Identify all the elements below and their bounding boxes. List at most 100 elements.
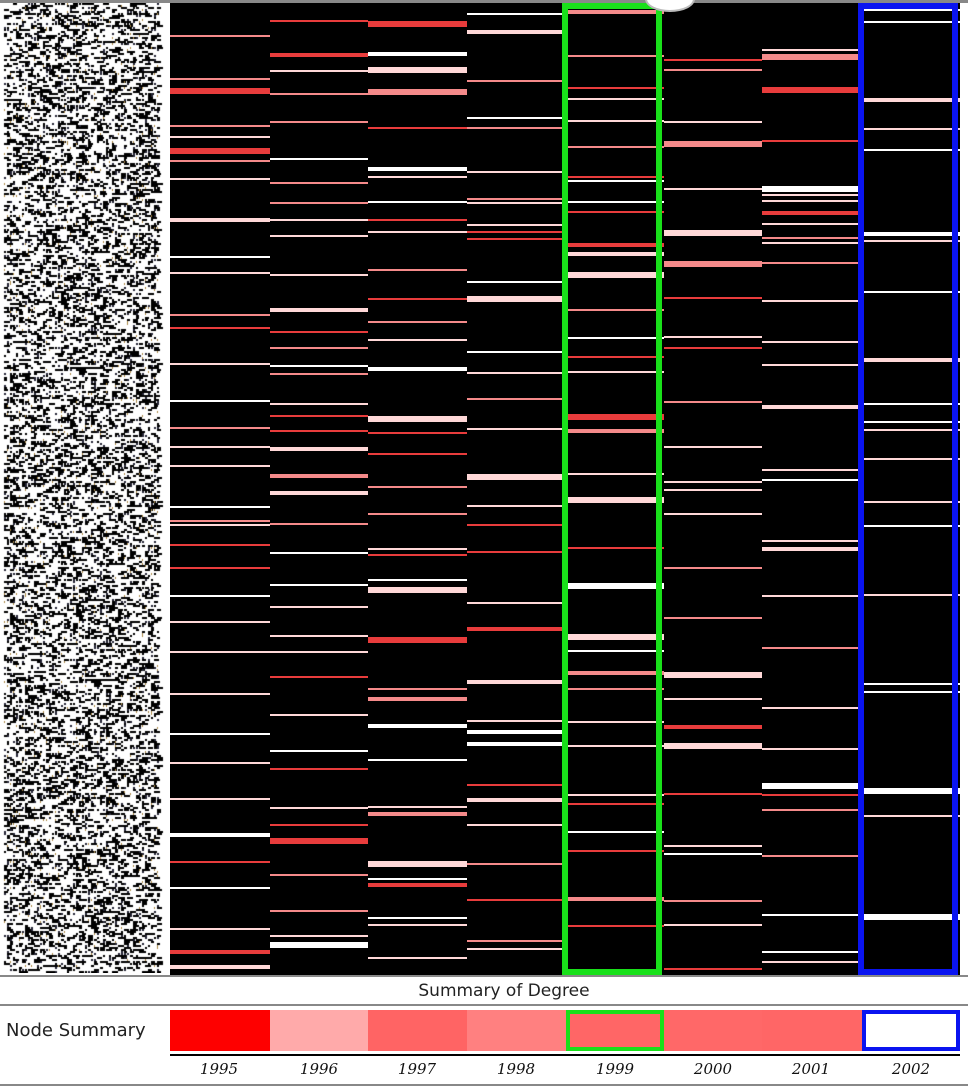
degree-stripe: [566, 272, 664, 278]
degree-stripe: [368, 883, 467, 887]
summary-cell-2000[interactable]: [664, 1010, 762, 1051]
year-column-1997[interactable]: [368, 3, 467, 975]
degree-stripe: [270, 474, 368, 478]
year-column-1996[interactable]: [270, 3, 368, 975]
degree-stripe: [566, 745, 664, 747]
degree-stripe: [762, 595, 862, 597]
degree-stripe: [467, 171, 566, 173]
degree-stripe: [566, 55, 664, 57]
degree-stripe: [170, 928, 270, 930]
degree-stripe: [862, 98, 960, 102]
degree-stripe: [170, 950, 270, 954]
degree-stripe: [170, 136, 270, 138]
year-label-2000: 2000: [693, 1060, 733, 1078]
year-column-2001[interactable]: [762, 3, 862, 975]
degree-stripe: [170, 148, 270, 154]
node-degree-heatmap[interactable]: [170, 3, 960, 975]
degree-stripe: [170, 693, 270, 695]
degree-stripe: [270, 750, 368, 752]
degree-stripe: [170, 833, 270, 837]
degree-stripe: [170, 160, 270, 162]
degree-stripe: [664, 924, 762, 926]
adjacency-matrix-thumbnail[interactable]: [0, 3, 168, 973]
degree-stripe: [170, 506, 270, 508]
degree-stripe: [566, 831, 664, 833]
summary-cell-1999[interactable]: [566, 1010, 664, 1051]
degree-stripe: [762, 54, 862, 60]
node-summary-bar[interactable]: [170, 1010, 960, 1054]
degree-stripe: [368, 878, 467, 880]
year-column-2002[interactable]: [862, 3, 960, 975]
degree-stripe: [270, 20, 368, 22]
degree-stripe: [566, 180, 664, 182]
degree-stripe: [368, 432, 467, 434]
summary-cell-1995[interactable]: [170, 1010, 270, 1051]
degree-stripe: [566, 309, 664, 311]
degree-stripe: [368, 579, 467, 581]
degree-stripe: [368, 167, 467, 171]
degree-stripe: [566, 356, 664, 358]
degree-stripe: [566, 211, 664, 213]
summary-cell-2001[interactable]: [762, 1010, 862, 1051]
degree-stripe: [762, 262, 862, 264]
degree-stripe: [664, 446, 762, 448]
degree-stripe: [762, 200, 862, 202]
year-column-1998[interactable]: [467, 3, 566, 975]
degree-stripe: [566, 201, 664, 203]
degree-stripe: [566, 671, 664, 675]
degree-stripe: [467, 117, 566, 119]
degree-stripe: [566, 120, 664, 122]
degree-stripe: [368, 486, 467, 488]
year-column-1999[interactable]: [566, 3, 664, 975]
degree-stripe: [270, 606, 368, 608]
degree-stripe: [270, 347, 368, 349]
top-border: [0, 0, 968, 3]
degree-stripe: [368, 697, 467, 701]
degree-stripe: [566, 146, 664, 148]
summary-cell-1998[interactable]: [467, 1010, 566, 1051]
degree-stripe: [368, 724, 467, 728]
degree-stripe: [566, 98, 664, 100]
degree-stripe: [664, 698, 762, 700]
degree-stripe: [566, 414, 664, 420]
summary-cell-1997[interactable]: [368, 1010, 467, 1051]
degree-stripe: [762, 140, 862, 142]
degree-stripe: [170, 218, 270, 222]
degree-stripe: [170, 651, 270, 653]
degree-stripe: [762, 364, 862, 366]
degree-stripe: [170, 733, 270, 735]
summary-cell-1996[interactable]: [270, 1010, 368, 1051]
degree-stripe: [270, 235, 368, 237]
degree-stripe: [368, 806, 467, 808]
degree-stripe: [368, 861, 467, 867]
degree-stripe: [170, 524, 270, 526]
degree-stripe: [762, 300, 862, 302]
summary-cell-2002[interactable]: [862, 1010, 960, 1051]
degree-stripe: [762, 223, 862, 225]
degree-stripe: [170, 965, 270, 969]
degree-stripe: [368, 416, 467, 422]
degree-stripe: [566, 473, 664, 475]
degree-stripe: [467, 551, 566, 553]
degree-stripe: [270, 768, 368, 770]
degree-stripe: [862, 501, 960, 503]
degree-stripe: [566, 243, 664, 247]
degree-stripe: [170, 465, 270, 467]
year-column-2000[interactable]: [664, 3, 762, 975]
degree-stripe: [566, 337, 664, 339]
degree-stripe: [170, 520, 270, 522]
degree-stripe: [566, 252, 664, 256]
degree-stripe: [762, 237, 862, 239]
degree-stripe: [170, 887, 270, 889]
year-column-1995[interactable]: [170, 3, 270, 975]
degree-stripe: [270, 714, 368, 716]
degree-stripe: [170, 427, 270, 429]
degree-stripe: [270, 331, 368, 333]
degree-stripe: [467, 231, 566, 233]
degree-stripe: [664, 121, 762, 123]
degree-stripe: [170, 544, 270, 546]
degree-stripe: [862, 21, 960, 23]
degree-stripe: [762, 341, 862, 343]
degree-stripe: [270, 415, 368, 417]
degree-stripe: [368, 298, 467, 300]
